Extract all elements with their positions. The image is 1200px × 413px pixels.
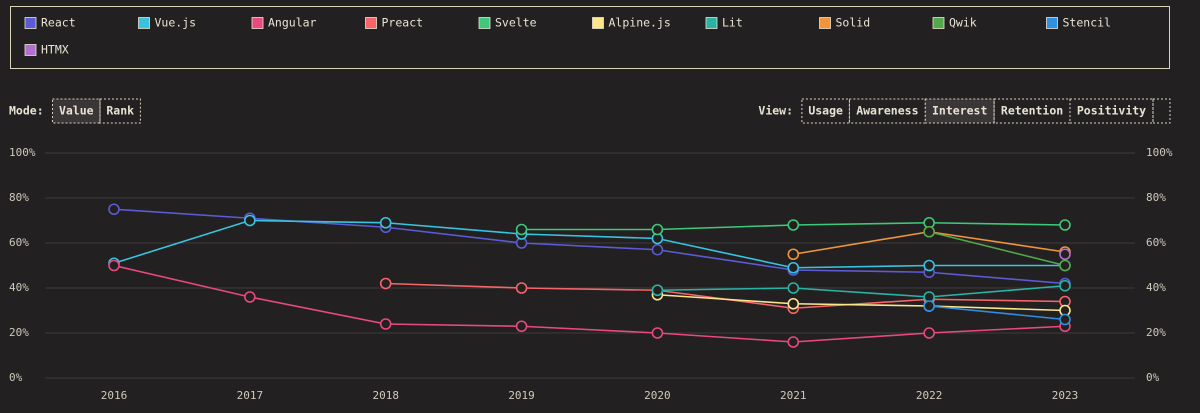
legend-swatch[interactable] [932, 17, 945, 29]
view-button[interactable] [848, 98, 926, 124]
series-line [385, 282, 1066, 310]
data-point [515, 320, 528, 333]
series-line [113, 264, 1066, 343]
legend-label[interactable]: Stencil [1063, 16, 1111, 30]
view-option[interactable]: Retention [1001, 104, 1063, 118]
data-point [923, 327, 935, 339]
legend-label[interactable]: React [41, 16, 76, 30]
series-line [113, 219, 1065, 269]
data-point [787, 219, 800, 231]
y-tick-label: 60% [9, 236, 29, 249]
series-line [929, 305, 1066, 321]
data-point [651, 243, 664, 256]
y2-tick-label: 0% [1146, 371, 1160, 384]
mode-option[interactable]: Value [59, 104, 94, 118]
x-tick-label: 2020 [644, 389, 671, 402]
x-tick-label: 2017 [237, 389, 264, 402]
y2-tick-label: 80% [1146, 191, 1166, 204]
legend-label[interactable]: Angular [268, 16, 317, 30]
legend-swatch[interactable] [819, 17, 831, 29]
data-point [379, 277, 392, 290]
series-line [928, 230, 1066, 267]
x-tick-label: 2018 [372, 389, 399, 402]
data-point [1059, 259, 1071, 272]
view-label: View: [758, 104, 793, 118]
series-line [657, 293, 1066, 312]
data-point [1059, 248, 1071, 261]
data-point [379, 216, 392, 229]
data-point [787, 336, 800, 348]
x-tick-label: 2022 [916, 389, 943, 402]
legend-label[interactable]: HTMX [41, 43, 69, 57]
data-point [651, 327, 664, 339]
mode-button[interactable] [99, 98, 141, 124]
legend-label[interactable]: Alpine.js [609, 16, 671, 30]
x-tick-label: 2021 [780, 389, 807, 402]
data-point [379, 318, 392, 330]
data-point [923, 225, 935, 238]
data-point [923, 300, 935, 312]
legend-swatch[interactable] [24, 17, 37, 29]
legend-swatch[interactable] [24, 44, 37, 56]
data-point [787, 248, 800, 261]
legend-swatch[interactable] [251, 17, 264, 29]
data-point [1059, 313, 1071, 326]
data-point [244, 291, 256, 303]
legend-swatch[interactable] [1046, 17, 1058, 29]
mode-option[interactable]: Rank [106, 104, 134, 118]
legend-label[interactable]: Qwik [949, 16, 977, 30]
data-point [651, 223, 664, 236]
mode-label: Mode: [9, 104, 44, 118]
y-tick-label: 80% [9, 191, 29, 204]
x-tick-label: 2016 [101, 389, 128, 402]
view-button[interactable] [924, 98, 995, 124]
y-tick-label: 100% [9, 146, 36, 159]
view-option[interactable]: Interest [932, 104, 987, 118]
series-line [113, 208, 1066, 285]
view-option[interactable]: Positivity [1077, 104, 1146, 118]
data-point [108, 203, 120, 216]
data-point [787, 282, 800, 294]
data-point [787, 297, 800, 310]
legend-swatch[interactable] [365, 17, 377, 29]
data-point [923, 259, 935, 272]
button-active-bg [52, 99, 100, 123]
y2-tick-label: 60% [1146, 236, 1166, 249]
data-point [651, 284, 664, 297]
x-tick-label: 2019 [508, 389, 535, 402]
data-point [1059, 219, 1071, 231]
data-point [244, 214, 256, 227]
legend-label[interactable]: Solid [836, 16, 871, 30]
y2-tick-label: 20% [1146, 326, 1166, 339]
y-tick-label: 40% [9, 281, 29, 294]
view-option[interactable]: Awareness [856, 104, 918, 118]
y2-tick-label: 100% [1146, 146, 1173, 159]
button-active-bg [925, 99, 995, 123]
y-tick-label: 20% [9, 326, 29, 339]
view-option[interactable]: Usage [808, 104, 843, 118]
legend-swatch[interactable] [592, 17, 604, 29]
legend-label[interactable]: Lit [722, 16, 743, 30]
legend-swatch[interactable] [138, 17, 150, 29]
legend-swatch[interactable] [478, 17, 491, 29]
data-point [1059, 279, 1071, 292]
series-line [657, 284, 1066, 298]
view-button[interactable] [1069, 98, 1154, 124]
legend-label[interactable]: Preact [382, 16, 424, 30]
y-tick-label: 0% [9, 371, 23, 384]
data-point [515, 282, 528, 294]
x-tick-label: 2023 [1052, 389, 1079, 402]
legend-box [10, 6, 1170, 69]
legend-swatch[interactable] [705, 17, 718, 29]
data-point [787, 261, 800, 274]
data-point [515, 223, 528, 236]
view-button[interactable] [993, 98, 1071, 124]
legend-label[interactable]: Vue.js [155, 16, 197, 30]
view-button-empty [1152, 98, 1171, 124]
data-point [108, 259, 120, 272]
legend-label[interactable]: Svelte [495, 16, 537, 30]
y2-tick-label: 40% [1146, 281, 1166, 294]
